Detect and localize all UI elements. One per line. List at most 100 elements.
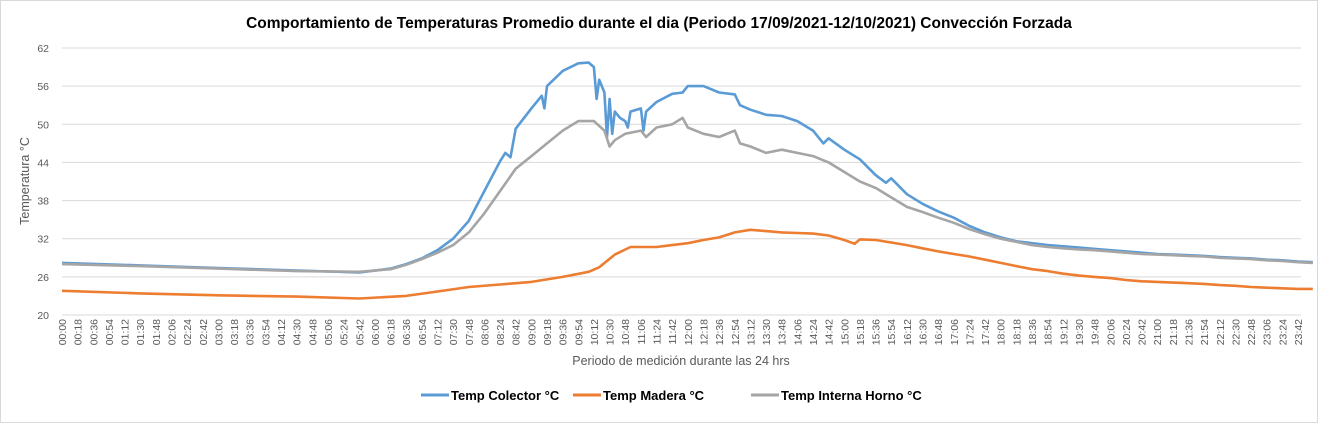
x-tick-label: 13:12 xyxy=(745,319,757,345)
y-tick-label: 26 xyxy=(37,272,49,284)
x-tick-label: 15:00 xyxy=(839,319,851,345)
x-tick-label: 01:30 xyxy=(135,319,147,345)
x-tick-label: 19:30 xyxy=(1074,319,1086,345)
x-tick-label: 20:24 xyxy=(1121,319,1133,345)
y-axis-ticks: 20 26 32 38 44 50 56 62 xyxy=(37,43,49,322)
x-tick-label: 20:06 xyxy=(1105,319,1117,345)
x-tick-label: 10:30 xyxy=(605,319,617,345)
y-tick-label: 50 xyxy=(37,119,49,131)
x-tick-label: 13:30 xyxy=(761,319,773,345)
x-tick-label: 12:54 xyxy=(730,319,742,345)
x-tick-label: 09:00 xyxy=(526,319,538,345)
x-tick-label: 11:06 xyxy=(636,319,648,345)
x-tick-label: 23:42 xyxy=(1293,319,1305,345)
x-tick-label: 04:48 xyxy=(307,319,319,345)
x-tick-label: 10:12 xyxy=(589,319,601,345)
x-tick-label: 20:42 xyxy=(1137,319,1149,345)
x-tick-label: 05:24 xyxy=(339,319,351,345)
x-tick-label: 21:18 xyxy=(1168,319,1180,345)
chart-title: Comportamiento de Temperaturas Promedio … xyxy=(246,15,1072,32)
x-tick-label: 01:12 xyxy=(120,319,132,345)
x-tick-label: 07:12 xyxy=(432,319,444,345)
series-line-0 xyxy=(61,61,1313,274)
x-tick-label: 15:36 xyxy=(871,319,883,345)
x-tick-label: 11:42 xyxy=(667,319,679,345)
x-tick-label: 16:30 xyxy=(918,319,930,345)
x-tick-label: 14:42 xyxy=(824,319,836,345)
x-tick-label: 19:48 xyxy=(1090,319,1102,345)
x-tick-label: 11:24 xyxy=(652,319,664,345)
x-tick-label: 03:18 xyxy=(229,319,241,345)
x-tick-label: 22:30 xyxy=(1230,319,1242,345)
x-tick-label: 00:00 xyxy=(57,319,69,345)
x-tick-label: 15:18 xyxy=(855,319,867,345)
x-tick-label: 06:18 xyxy=(386,319,398,345)
x-tick-label: 02:42 xyxy=(198,319,210,345)
x-tick-label: 05:06 xyxy=(323,319,335,345)
x-tick-label: 23:06 xyxy=(1262,319,1274,345)
x-tick-label: 18:00 xyxy=(996,319,1008,345)
y-tick-label: 56 xyxy=(37,81,49,93)
x-tick-label: 04:30 xyxy=(292,319,304,345)
x-tick-label: 06:36 xyxy=(401,319,413,345)
x-tick-label: 19:12 xyxy=(1058,319,1070,345)
x-tick-label: 07:48 xyxy=(464,319,476,345)
x-tick-label: 15:54 xyxy=(886,319,898,345)
series-line-2 xyxy=(61,116,1313,274)
legend-label-1: Temp Madera °C xyxy=(603,388,705,403)
y-tick-label: 38 xyxy=(37,196,49,208)
y-tick-label: 44 xyxy=(37,157,49,169)
x-tick-label: 00:36 xyxy=(88,319,100,345)
x-tick-label: 07:30 xyxy=(448,319,460,345)
x-tick-label: 08:24 xyxy=(495,319,507,345)
legend-label-2: Temp Interna Horno °C xyxy=(781,388,922,403)
x-tick-label: 16:12 xyxy=(902,319,914,345)
x-tick-label: 03:54 xyxy=(260,319,272,345)
x-tick-label: 09:18 xyxy=(542,319,554,345)
x-tick-label: 13:48 xyxy=(777,319,789,345)
legend-label-0: Temp Colector °C xyxy=(451,388,560,403)
y-tick-label: 32 xyxy=(37,234,49,246)
x-tick-label: 22:48 xyxy=(1246,319,1258,345)
x-tick-label: 22:12 xyxy=(1215,319,1227,345)
x-tick-label: 02:24 xyxy=(182,319,194,345)
x-tick-label: 17:24 xyxy=(964,319,976,345)
x-tick-label: 06:00 xyxy=(370,319,382,345)
x-tick-label: 21:54 xyxy=(1199,319,1211,345)
x-tick-label: 03:36 xyxy=(245,319,257,345)
y-axis-label: Temperatura °C xyxy=(18,137,32,225)
x-tick-label: 16:48 xyxy=(933,319,945,345)
series-line-1 xyxy=(61,228,1313,300)
x-tick-label: 12:36 xyxy=(714,319,726,345)
x-tick-label: 21:36 xyxy=(1183,319,1195,345)
series-lines xyxy=(61,61,1313,300)
x-tick-label: 08:42 xyxy=(511,319,523,345)
x-tick-label: 01:48 xyxy=(151,319,163,345)
x-tick-label: 00:18 xyxy=(73,319,85,345)
x-tick-label: 04:12 xyxy=(276,319,288,345)
x-tick-label: 05:42 xyxy=(354,319,366,345)
x-tick-label: 18:54 xyxy=(1043,319,1055,345)
x-tick-label: 08:06 xyxy=(479,319,491,345)
x-axis-ticks: 00:00 00:18 00:36 00:54 01:12 01:30 01:48 02:06… xyxy=(57,319,1305,345)
x-tick-label: 18:36 xyxy=(1027,319,1039,345)
y-tick-label: 62 xyxy=(37,43,49,55)
x-tick-label: 18:18 xyxy=(1011,319,1023,345)
x-tick-label: 17:42 xyxy=(980,319,992,345)
legend: Temp Colector °C Temp Madera °C Temp Inter… xyxy=(421,388,922,403)
x-tick-label: 12:18 xyxy=(698,319,710,345)
x-tick-label: 17:06 xyxy=(949,319,961,345)
x-tick-label: 03:00 xyxy=(213,319,225,345)
y-tick-label: 20 xyxy=(37,310,49,322)
x-tick-label: 21:00 xyxy=(1152,319,1164,345)
x-tick-label: 14:06 xyxy=(792,319,804,345)
x-tick-label: 14:24 xyxy=(808,319,820,345)
x-tick-label: 02:06 xyxy=(167,319,179,345)
x-tick-label: 06:54 xyxy=(417,319,429,345)
x-tick-label: 09:54 xyxy=(573,319,585,345)
x-tick-label: 12:00 xyxy=(683,319,695,345)
x-axis-label: Periodo de medición durante las 24 hrs xyxy=(572,354,790,368)
x-tick-label: 09:36 xyxy=(558,319,570,345)
